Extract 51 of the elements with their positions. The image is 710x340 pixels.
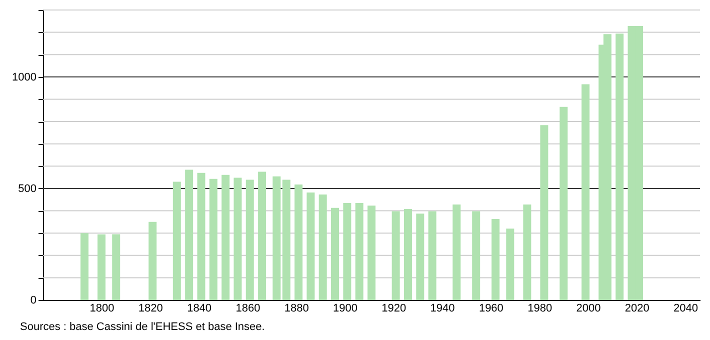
x-tick-label: 1960: [478, 302, 504, 314]
bar: [222, 174, 230, 300]
x-tick-label: 1860: [236, 302, 260, 314]
bar: [148, 222, 157, 300]
bar: [452, 204, 461, 300]
bar: [343, 202, 352, 300]
x-tick-label: 1800: [90, 302, 114, 314]
bar: [404, 208, 412, 300]
y-tick-label: 0: [30, 294, 36, 306]
bar: [197, 172, 206, 300]
bar: [172, 182, 181, 300]
bar: [331, 208, 340, 300]
bar: [506, 228, 514, 300]
bar: [282, 180, 290, 300]
y-tick-label: 500: [18, 182, 36, 195]
bar: [416, 214, 424, 300]
x-tick-label: 2020: [624, 302, 650, 314]
bar: [98, 234, 106, 300]
bar: [209, 178, 218, 300]
bar: [318, 194, 327, 300]
bar: [294, 184, 303, 300]
bar: [523, 204, 532, 300]
bar: [246, 180, 254, 300]
bar: [234, 178, 242, 300]
x-tick-label: 1940: [430, 302, 455, 314]
bar: [258, 172, 266, 300]
bar: [392, 211, 400, 300]
bar: [472, 211, 480, 300]
bar: [428, 211, 436, 300]
x-tick-label: 2040: [674, 302, 698, 314]
bar: [492, 219, 500, 300]
x-tick-label: 1920: [382, 302, 406, 314]
x-tick-label: 1840: [187, 302, 212, 314]
bar: [355, 202, 364, 300]
bar: [306, 192, 315, 300]
x-tick-label: 1820: [138, 302, 163, 314]
y-tick-label: 1000: [12, 71, 36, 84]
x-tick-label: 1980: [528, 302, 552, 314]
bar: [112, 234, 120, 300]
bar: [582, 84, 590, 300]
x-tick-label: 1880: [284, 302, 309, 314]
bar: [272, 176, 281, 300]
bar: [560, 106, 568, 300]
bar: [540, 125, 548, 300]
bar: [185, 170, 194, 300]
bar: [616, 34, 624, 300]
x-tick-label: 2000: [576, 302, 601, 314]
bar: [80, 233, 88, 300]
x-tick-label: 1900: [333, 302, 358, 314]
source-note: Sources : base Cassini de l'EHESS et base Insee.: [20, 321, 265, 333]
bar: [368, 206, 376, 300]
